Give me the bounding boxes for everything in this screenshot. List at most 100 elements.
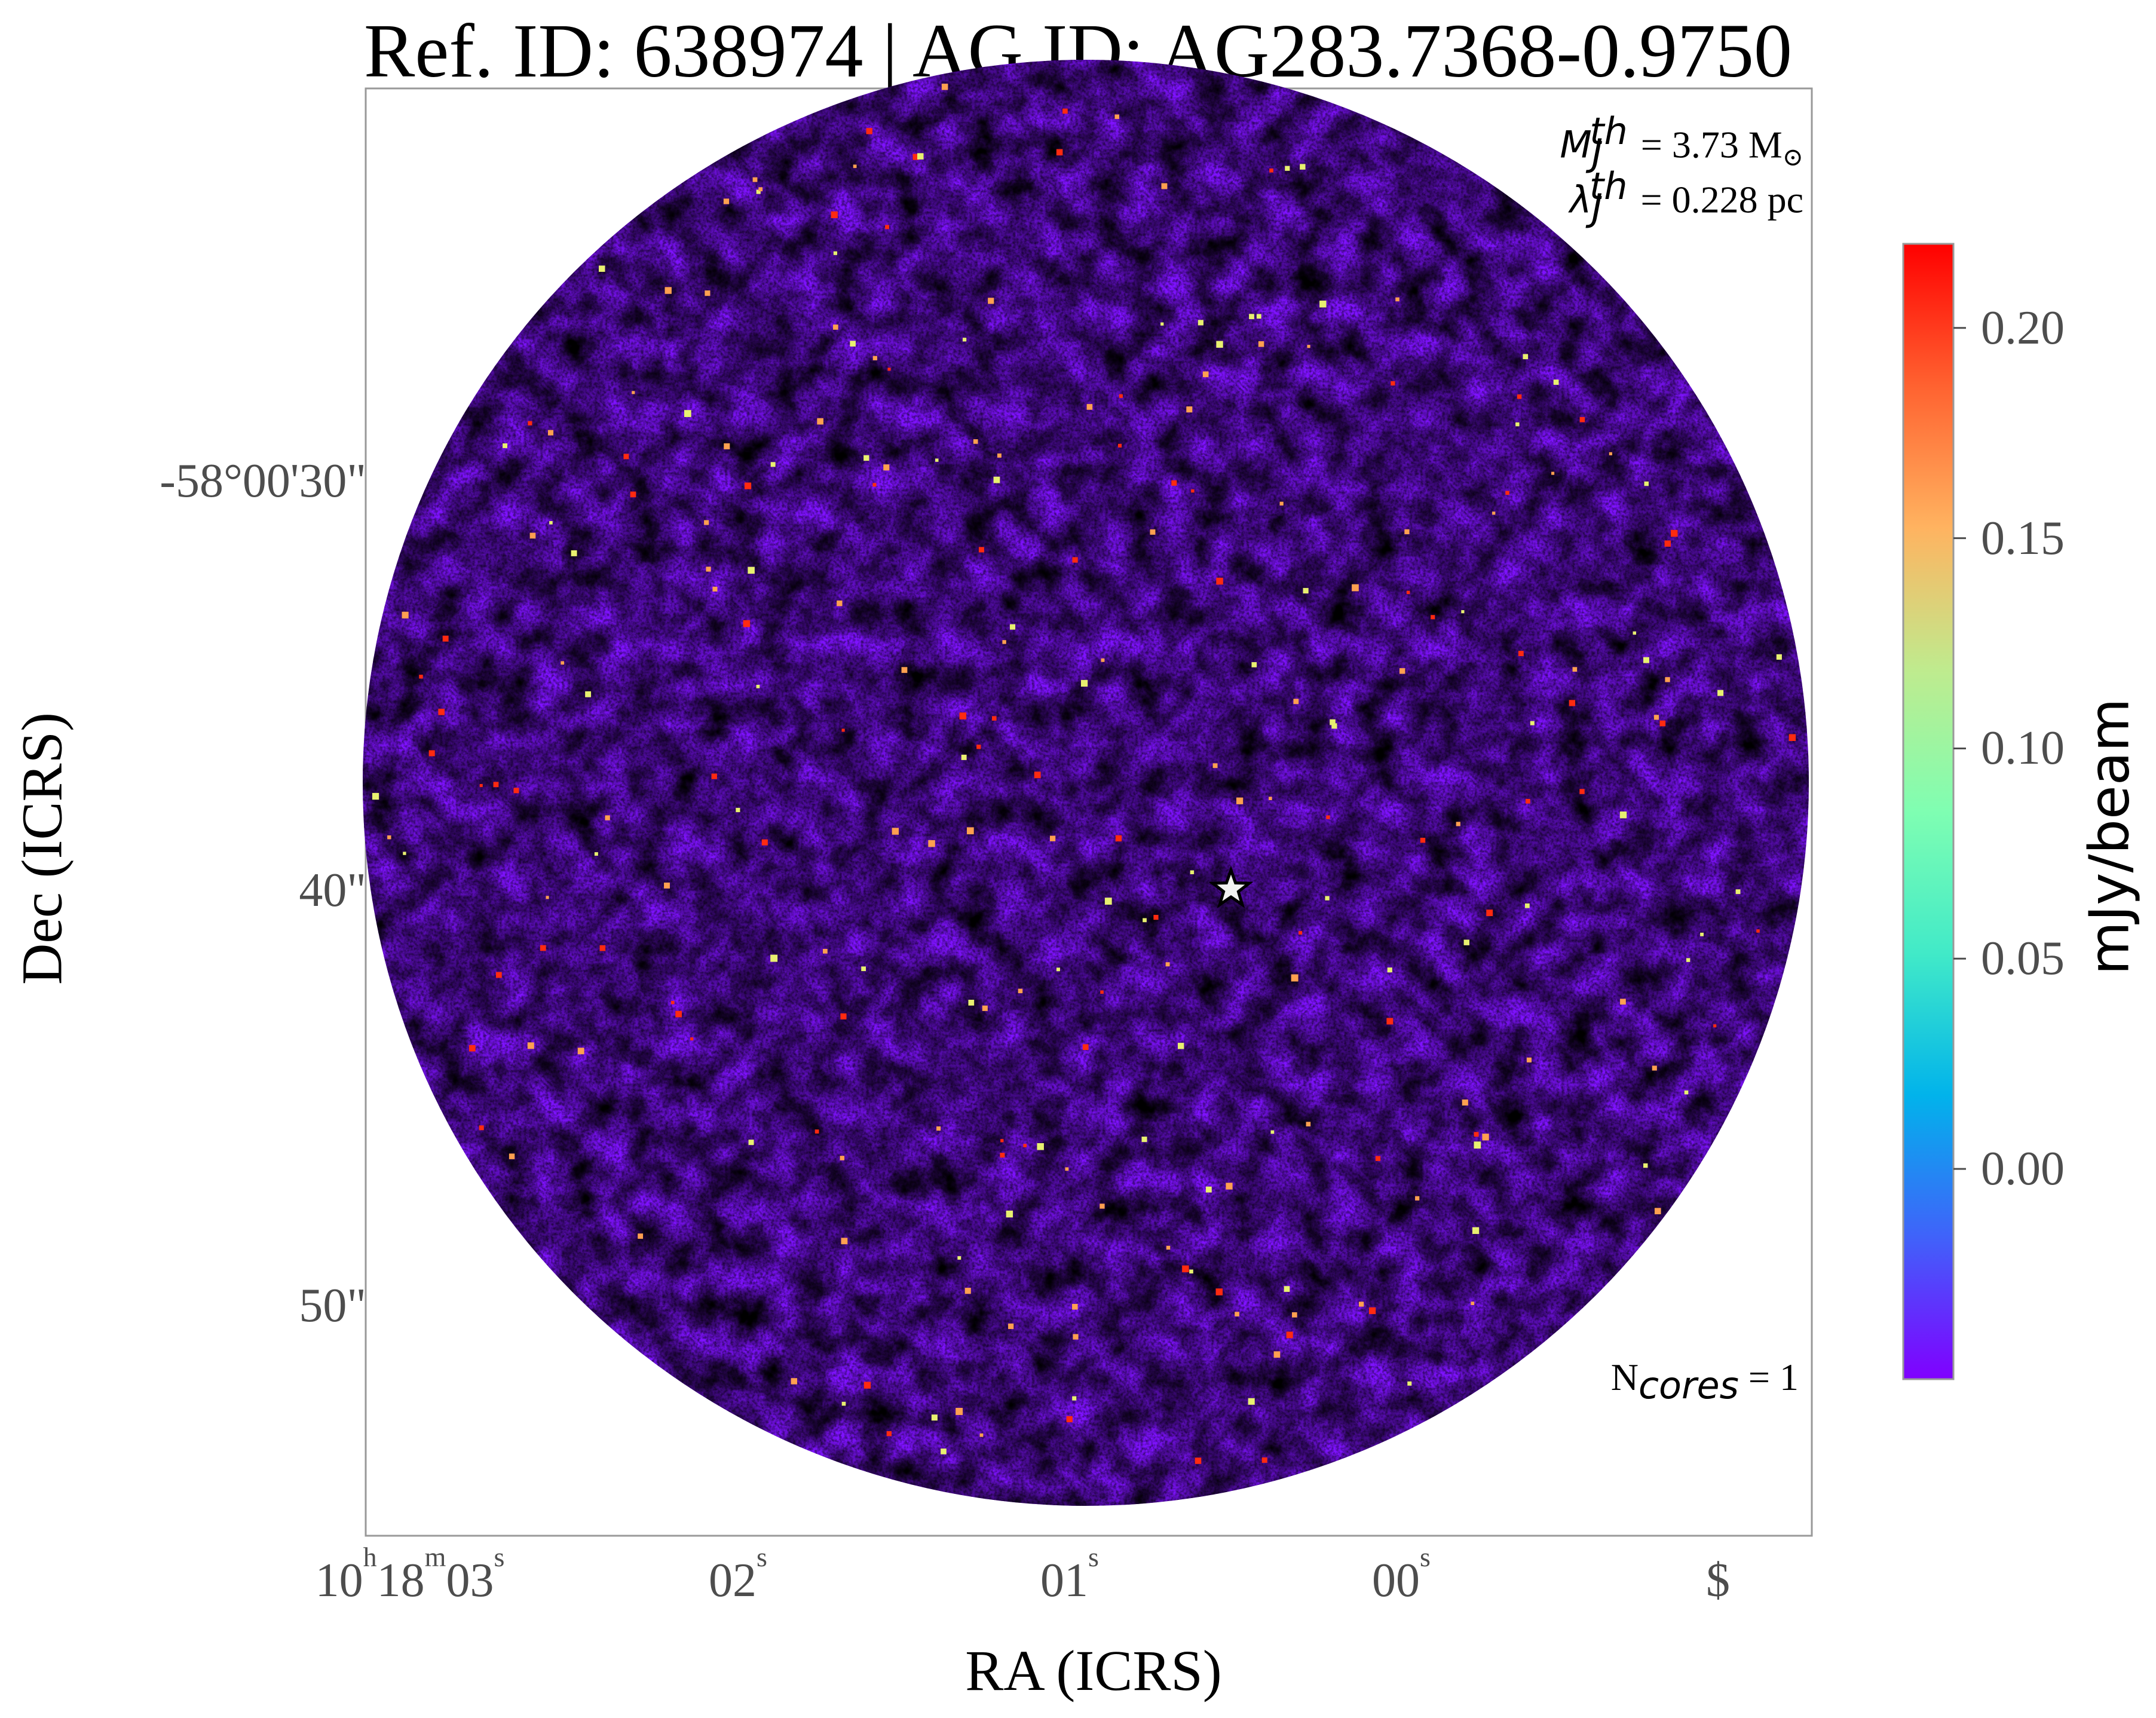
- bright-pixel: [1526, 798, 1530, 804]
- bright-pixel: [527, 1042, 534, 1049]
- bright-pixel: [979, 1433, 984, 1437]
- bright-pixel: [1150, 529, 1156, 535]
- bright-pixel: [1395, 297, 1399, 302]
- bright-pixel: [571, 550, 577, 556]
- bright-pixel: [1249, 314, 1254, 320]
- bright-pixel: [1291, 974, 1298, 982]
- bright-pixel: [863, 1382, 871, 1389]
- bright-pixel: [706, 566, 711, 572]
- bright-pixel: [664, 287, 672, 294]
- bright-pixel: [1114, 114, 1119, 120]
- bright-pixel: [1756, 929, 1760, 933]
- bright-pixel: [419, 675, 423, 679]
- bright-pixel: [961, 754, 967, 760]
- bright-pixel: [736, 807, 740, 813]
- bright-pixel: [1270, 1130, 1275, 1134]
- bright-pixel: [1115, 835, 1122, 842]
- bright-pixel: [901, 667, 908, 673]
- bright-pixel: [1065, 1167, 1069, 1171]
- bright-pixel: [833, 324, 838, 330]
- bright-pixel: [1553, 379, 1559, 385]
- bright-pixel: [1530, 721, 1535, 725]
- bright-pixel: [1292, 1312, 1297, 1318]
- bright-pixel: [1572, 667, 1578, 672]
- bright-pixel: [1000, 1139, 1004, 1143]
- bright-pixel: [1119, 394, 1123, 398]
- bright-pixel: [1182, 1265, 1189, 1273]
- bright-pixel: [978, 547, 984, 553]
- bright-pixel: [1325, 896, 1330, 901]
- bright-pixel: [841, 1401, 846, 1406]
- bright-pixel: [547, 430, 554, 436]
- bright-pixel: [1002, 640, 1006, 644]
- bright-pixel: [479, 1125, 484, 1131]
- bright-pixel: [941, 1448, 947, 1454]
- bright-pixel: [1670, 529, 1678, 537]
- bright-pixel: [1330, 719, 1336, 725]
- bright-pixel: [1072, 557, 1078, 563]
- bright-pixel: [756, 684, 760, 688]
- colorbar-tick-label: 0.00: [1981, 1143, 2065, 1196]
- bright-pixel: [964, 1288, 971, 1294]
- bright-pixel: [1492, 512, 1496, 515]
- bright-pixel: [442, 635, 449, 642]
- y-tick-label: 40": [299, 864, 366, 917]
- bright-pixel: [1391, 381, 1395, 386]
- bright-pixel: [1000, 1153, 1005, 1158]
- bright-pixel: [1216, 341, 1223, 348]
- bright-pixel: [1359, 1301, 1364, 1307]
- bright-pixel: [1216, 577, 1223, 585]
- bright-pixel: [1273, 1351, 1281, 1358]
- bright-pixel: [872, 356, 877, 360]
- bright-pixel: [756, 189, 761, 194]
- bright-pixel: [863, 455, 869, 461]
- bright-pixel: [1177, 1043, 1184, 1049]
- bright-pixel: [1420, 837, 1426, 843]
- bright-pixel: [885, 225, 890, 229]
- x-tick-label: 02s: [709, 1542, 767, 1607]
- bright-pixel: [549, 520, 553, 525]
- bright-pixel: [1189, 1269, 1193, 1274]
- bright-pixel: [1082, 1044, 1089, 1051]
- bright-pixel: [528, 421, 532, 425]
- bright-pixel: [841, 728, 845, 732]
- bright-pixel: [1472, 1227, 1480, 1235]
- bright-pixel: [752, 177, 758, 182]
- bright-pixel: [1352, 584, 1359, 592]
- bright-pixel: [770, 954, 778, 962]
- ncores-annotation: Ncores = 1: [1610, 1356, 1799, 1407]
- bright-pixel: [503, 443, 508, 448]
- bright-pixel: [988, 298, 994, 304]
- x-axis-label: RA (ICRS): [965, 1639, 1222, 1702]
- bright-pixel: [850, 341, 856, 347]
- bright-pixel: [1609, 452, 1612, 455]
- bright-pixel: [1171, 480, 1177, 486]
- x-tick-label: $: [1706, 1554, 1730, 1607]
- y-tick-label: 50": [299, 1279, 366, 1332]
- bright-pixel: [912, 154, 919, 160]
- bright-pixel: [577, 1048, 584, 1055]
- bright-pixel: [1652, 1065, 1657, 1071]
- bright-pixel: [1653, 715, 1659, 720]
- bright-pixel: [1212, 763, 1218, 768]
- bright-pixel: [959, 712, 967, 719]
- bright-pixel: [1056, 149, 1063, 156]
- bright-pixel: [992, 716, 997, 721]
- bright-pixel: [1165, 962, 1170, 967]
- bright-pixel: [957, 1256, 961, 1260]
- bright-pixel: [1235, 1312, 1239, 1316]
- bright-pixel: [822, 948, 828, 954]
- bright-pixel: [982, 1005, 988, 1011]
- jeans-mass-annotation: MJth = 3.73 M⊙: [1560, 109, 1803, 175]
- y-axis-label: Dec (ICRS): [10, 712, 74, 985]
- bright-pixel: [1023, 1144, 1027, 1147]
- bright-pixel: [1190, 870, 1195, 874]
- bright-pixel: [758, 187, 763, 192]
- bright-pixel: [1101, 658, 1105, 662]
- bright-pixel: [1643, 657, 1649, 663]
- bright-pixel: [935, 458, 939, 462]
- bright-pixel: [540, 945, 546, 951]
- bright-pixel: [1735, 889, 1741, 895]
- bright-pixel: [509, 1153, 515, 1159]
- bright-pixel: [585, 691, 592, 697]
